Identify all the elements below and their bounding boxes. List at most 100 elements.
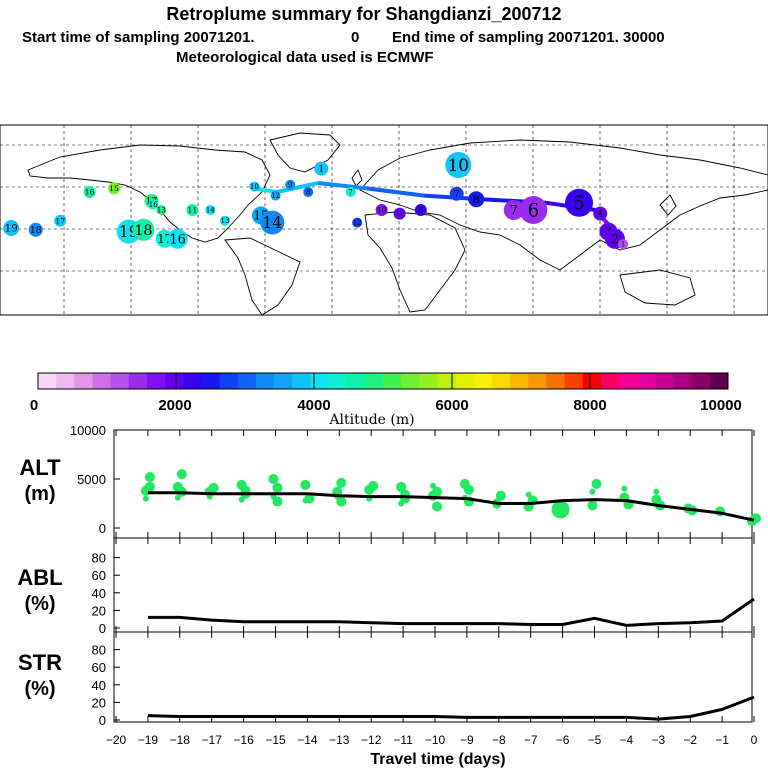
alt-dot: [302, 497, 309, 504]
alt-dot: [368, 480, 379, 491]
x-tick-label: −19: [138, 733, 159, 747]
plume-centroid: [28, 222, 43, 237]
alt-ytick-label: 5000: [77, 472, 106, 487]
alt-dot: [272, 482, 283, 493]
colorbar-swatch: [437, 373, 457, 389]
centroid-day-label: 18: [30, 226, 42, 236]
x-tick-label: −4: [620, 733, 634, 747]
plume-centroid: [445, 152, 472, 178]
centroid-day-label: 16: [85, 188, 95, 197]
centroid-day-label: 8: [306, 188, 310, 196]
centroid-day-label: 1: [621, 240, 625, 248]
altitude-colorbar: 0 2000 4000 6000 8000 10000: [30, 372, 742, 414]
centroid-day-label: 7: [348, 188, 352, 196]
alt-label-bottom: (m): [24, 483, 55, 505]
alt-dot: [144, 472, 155, 483]
colorbar-swatch: [56, 373, 75, 389]
plume-centroid: [260, 210, 285, 235]
time-series-panels: ALT (m) ABL (%) STR (%) 10000 5000 0 80 60 40…: [17, 423, 761, 747]
plume-centroid: [352, 217, 363, 228]
plume-centroid: [285, 179, 296, 190]
centroid-day-label: 11: [187, 206, 197, 215]
abl-ytick-label: 40: [92, 586, 106, 601]
centroid-day-label: 16: [169, 232, 186, 247]
track-line: [317, 181, 368, 191]
alt-dot: [300, 479, 311, 490]
colorbar-swatch: [528, 373, 547, 389]
colorbar-swatch: [673, 373, 693, 389]
centroid-day-label: 15: [109, 184, 119, 193]
colorbar-swatch: [419, 373, 438, 389]
colorbar-swatch: [310, 373, 330, 389]
x-tick-label: −12: [361, 733, 382, 747]
x-tick-label: 0: [751, 733, 758, 747]
colorbar-swatch: [183, 373, 202, 389]
track-line: [366, 186, 425, 198]
colorbar-swatch: [219, 373, 239, 389]
str-label-bottom: (%): [24, 678, 55, 700]
alt-dot: [396, 481, 407, 492]
plume-centroid: [205, 205, 216, 215]
colorbar-tick-label: 0: [30, 397, 38, 414]
plume-centroid: [414, 204, 427, 216]
centroid-day-label: 7: [510, 204, 518, 219]
alt-dot: [430, 482, 436, 489]
x-tick-label: −14: [297, 733, 318, 747]
colorbar-swatch: [691, 373, 711, 389]
colorbar-swatch: [510, 373, 529, 389]
abl-label-top: ABL: [17, 565, 62, 590]
centroid-day-label: 13: [221, 217, 230, 225]
colorbar-tick-label: 10000: [700, 397, 742, 414]
centroid-day-label: 18: [134, 223, 152, 239]
str-series-line: [147, 695, 755, 721]
centroid-day-label: 2: [611, 232, 619, 247]
alt-dot: [587, 500, 598, 511]
alt-dot: [238, 496, 245, 503]
colorbar-swatch: [346, 373, 366, 389]
centroid-day-label: 7: [454, 190, 460, 200]
x-tick-label: −20: [106, 733, 127, 747]
colorbar-swatch: [146, 373, 166, 389]
end-time-label: End time of sampling 20071201. 30000: [392, 29, 665, 46]
plume-centroid: [3, 220, 20, 236]
x-tick-label: −13: [329, 733, 350, 747]
colorbar-swatch: [274, 373, 293, 389]
plume-centroid: [167, 228, 188, 249]
colorbar-swatch: [637, 373, 656, 389]
colorbar-swatch: [165, 373, 184, 389]
alt-dot: [591, 478, 602, 489]
colorbar-swatch: [201, 373, 221, 389]
plume-centroid: [220, 215, 230, 226]
plume-centroid: [54, 214, 67, 227]
abl-ytick-label: 20: [92, 603, 106, 618]
colorbar-swatch: [655, 373, 675, 389]
start-time-label: Start time of sampling 20071201.: [22, 29, 255, 46]
plume-centroid: [449, 186, 464, 201]
centroid-day-label: 9: [397, 209, 402, 218]
met-data-label: Meteorological data used is ECMWF: [176, 49, 434, 66]
colorbar-swatch: [255, 373, 275, 389]
colorbar-swatch: [128, 373, 148, 389]
x-tick-label: −8: [492, 733, 506, 747]
alt-dot: [751, 513, 761, 524]
alt-dot: [142, 495, 149, 502]
colorbar-swatch: [110, 373, 130, 389]
abl-series-line: [147, 597, 755, 627]
centroid-day-label: 17: [55, 217, 65, 226]
plume-centroid: [468, 191, 485, 208]
alt-ytick-label: 10000: [70, 423, 106, 438]
colorbar-swatch: [582, 373, 602, 389]
colorbar-tick-label: 8000: [573, 397, 606, 414]
series-lines: [147, 491, 755, 721]
centroid-day-label: 1: [318, 165, 324, 175]
alt-dot: [432, 486, 442, 497]
plume-centroid: [503, 200, 524, 220]
map-graticule: [0, 125, 768, 315]
colorbar-tick-label: 4000: [297, 397, 330, 414]
alt-dot: [589, 488, 596, 495]
centroid-day-label: 5: [573, 193, 585, 214]
colorbar-swatch: [92, 373, 112, 389]
panels-frame: [113, 429, 753, 723]
plume-centroid: [148, 199, 159, 210]
